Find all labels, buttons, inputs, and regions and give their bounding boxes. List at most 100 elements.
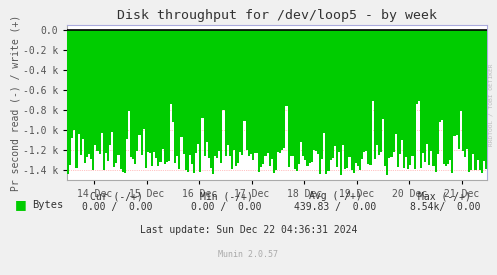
Bar [290, 30, 292, 156]
Bar [235, 30, 237, 166]
Bar [206, 30, 208, 142]
Text: Avg (-/+): Avg (-/+) [309, 191, 362, 201]
Text: 0.00 /  0.00: 0.00 / 0.00 [82, 202, 152, 212]
Bar [223, 30, 225, 110]
Bar [470, 30, 472, 170]
Bar [294, 30, 296, 169]
Bar [309, 30, 311, 163]
Bar [262, 30, 264, 164]
Bar [254, 30, 256, 153]
Bar [98, 30, 101, 154]
Bar [338, 30, 340, 153]
Bar [252, 30, 254, 160]
Bar [168, 30, 170, 161]
Bar [132, 30, 134, 159]
Bar [315, 30, 317, 151]
Y-axis label: Pr second read (-) / write (+): Pr second read (-) / write (+) [10, 14, 20, 191]
Bar [69, 30, 71, 165]
Bar [185, 30, 187, 170]
Bar [264, 30, 266, 156]
Bar [330, 30, 331, 160]
Bar [430, 30, 432, 151]
Bar [447, 30, 449, 164]
Bar [246, 30, 248, 150]
Bar [376, 30, 378, 145]
Bar [193, 30, 195, 172]
Text: Min (-/+): Min (-/+) [200, 191, 252, 201]
Bar [382, 30, 384, 119]
Text: Last update: Sun Dec 22 04:36:31 2024: Last update: Sun Dec 22 04:36:31 2024 [140, 225, 357, 235]
Bar [453, 30, 456, 136]
Text: ■: ■ [15, 198, 27, 211]
Bar [128, 30, 130, 111]
Bar [432, 30, 434, 166]
Bar [107, 30, 109, 161]
Text: Cur (-/+): Cur (-/+) [90, 191, 143, 201]
Bar [410, 30, 412, 165]
Bar [134, 30, 136, 164]
Bar [90, 30, 92, 159]
Bar [340, 30, 342, 175]
Bar [384, 30, 386, 166]
Bar [204, 30, 206, 156]
Bar [326, 30, 328, 174]
Bar [401, 30, 403, 140]
Bar [311, 30, 313, 163]
Bar [307, 30, 309, 166]
Bar [407, 30, 410, 169]
Bar [149, 30, 151, 153]
Bar [151, 30, 153, 166]
Bar [372, 30, 374, 101]
Bar [451, 30, 453, 173]
Bar [113, 30, 115, 167]
Bar [344, 30, 346, 169]
Bar [88, 30, 90, 153]
Bar [434, 30, 437, 172]
Bar [468, 30, 470, 172]
Bar [158, 30, 160, 166]
Bar [328, 30, 330, 171]
Text: Max (-/+): Max (-/+) [418, 191, 471, 201]
Bar [361, 30, 363, 158]
Bar [126, 30, 128, 139]
Bar [248, 30, 250, 156]
Bar [166, 30, 168, 163]
Bar [162, 30, 164, 149]
Bar [399, 30, 401, 154]
Bar [319, 30, 321, 174]
Text: 8.54k/  0.00: 8.54k/ 0.00 [410, 202, 480, 212]
Bar [472, 30, 475, 155]
Bar [443, 30, 445, 164]
Bar [136, 30, 139, 151]
Bar [456, 30, 458, 135]
Bar [130, 30, 132, 157]
Bar [485, 30, 487, 169]
Bar [397, 30, 399, 167]
Bar [164, 30, 166, 164]
Bar [449, 30, 451, 160]
Bar [298, 30, 300, 164]
Bar [189, 30, 191, 155]
Bar [273, 30, 275, 172]
Bar [229, 30, 231, 156]
Bar [233, 30, 235, 150]
Bar [403, 30, 405, 168]
Bar [160, 30, 162, 162]
Bar [405, 30, 407, 157]
Bar [237, 30, 239, 163]
Bar [445, 30, 447, 166]
Bar [141, 30, 143, 155]
Bar [281, 30, 283, 150]
Bar [317, 30, 319, 155]
Bar [418, 30, 420, 101]
Bar [76, 30, 78, 168]
Bar [296, 30, 298, 171]
Bar [218, 30, 220, 151]
Bar [176, 30, 178, 156]
Bar [426, 30, 428, 144]
Text: Bytes: Bytes [32, 200, 64, 210]
Bar [239, 30, 242, 152]
Bar [424, 30, 426, 162]
Bar [84, 30, 86, 163]
Bar [321, 30, 323, 159]
